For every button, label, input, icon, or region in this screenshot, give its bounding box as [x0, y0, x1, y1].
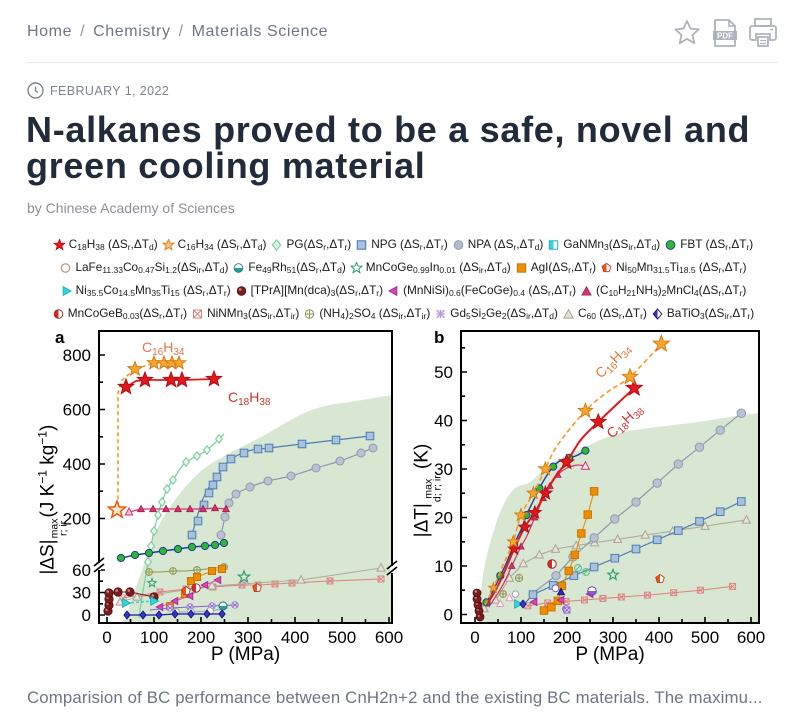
svg-text:200: 200: [553, 628, 581, 647]
svg-text:50: 50: [434, 363, 453, 382]
svg-text:0: 0: [82, 606, 91, 625]
svg-text:PDF: PDF: [717, 32, 733, 41]
svg-text:20: 20: [434, 509, 453, 528]
svg-text:P (MPa): P (MPa): [211, 644, 280, 665]
svg-text:300: 300: [599, 628, 627, 647]
svg-text:600: 600: [375, 628, 403, 647]
svg-text:100: 100: [507, 628, 535, 647]
svg-text:60: 60: [72, 561, 91, 580]
svg-text:b: b: [434, 328, 444, 347]
svg-text:C18H38: C18H38: [228, 389, 271, 408]
svg-text:500: 500: [328, 628, 356, 647]
svg-text:200: 200: [187, 628, 215, 647]
svg-text:600: 600: [63, 401, 91, 420]
svg-text:300: 300: [234, 628, 262, 647]
svg-text:100: 100: [140, 628, 168, 647]
svg-text:500: 500: [691, 628, 719, 647]
svg-text:0: 0: [102, 628, 111, 647]
svg-text:200: 200: [63, 510, 91, 529]
svg-text:0: 0: [444, 606, 453, 625]
svg-text:C16H34: C16H34: [142, 339, 185, 358]
svg-text:400: 400: [645, 628, 673, 647]
svg-text:400: 400: [63, 455, 91, 474]
svg-text:30: 30: [72, 584, 91, 603]
svg-text:30: 30: [434, 460, 453, 479]
svg-text:a: a: [55, 328, 65, 347]
svg-text:800: 800: [63, 346, 91, 365]
svg-text:0: 0: [470, 628, 479, 647]
svg-text:P (MPa): P (MPa): [575, 644, 644, 665]
svg-text:40: 40: [434, 412, 453, 431]
svg-text:400: 400: [281, 628, 309, 647]
svg-text:600: 600: [737, 628, 765, 647]
svg-text:10: 10: [434, 557, 453, 576]
